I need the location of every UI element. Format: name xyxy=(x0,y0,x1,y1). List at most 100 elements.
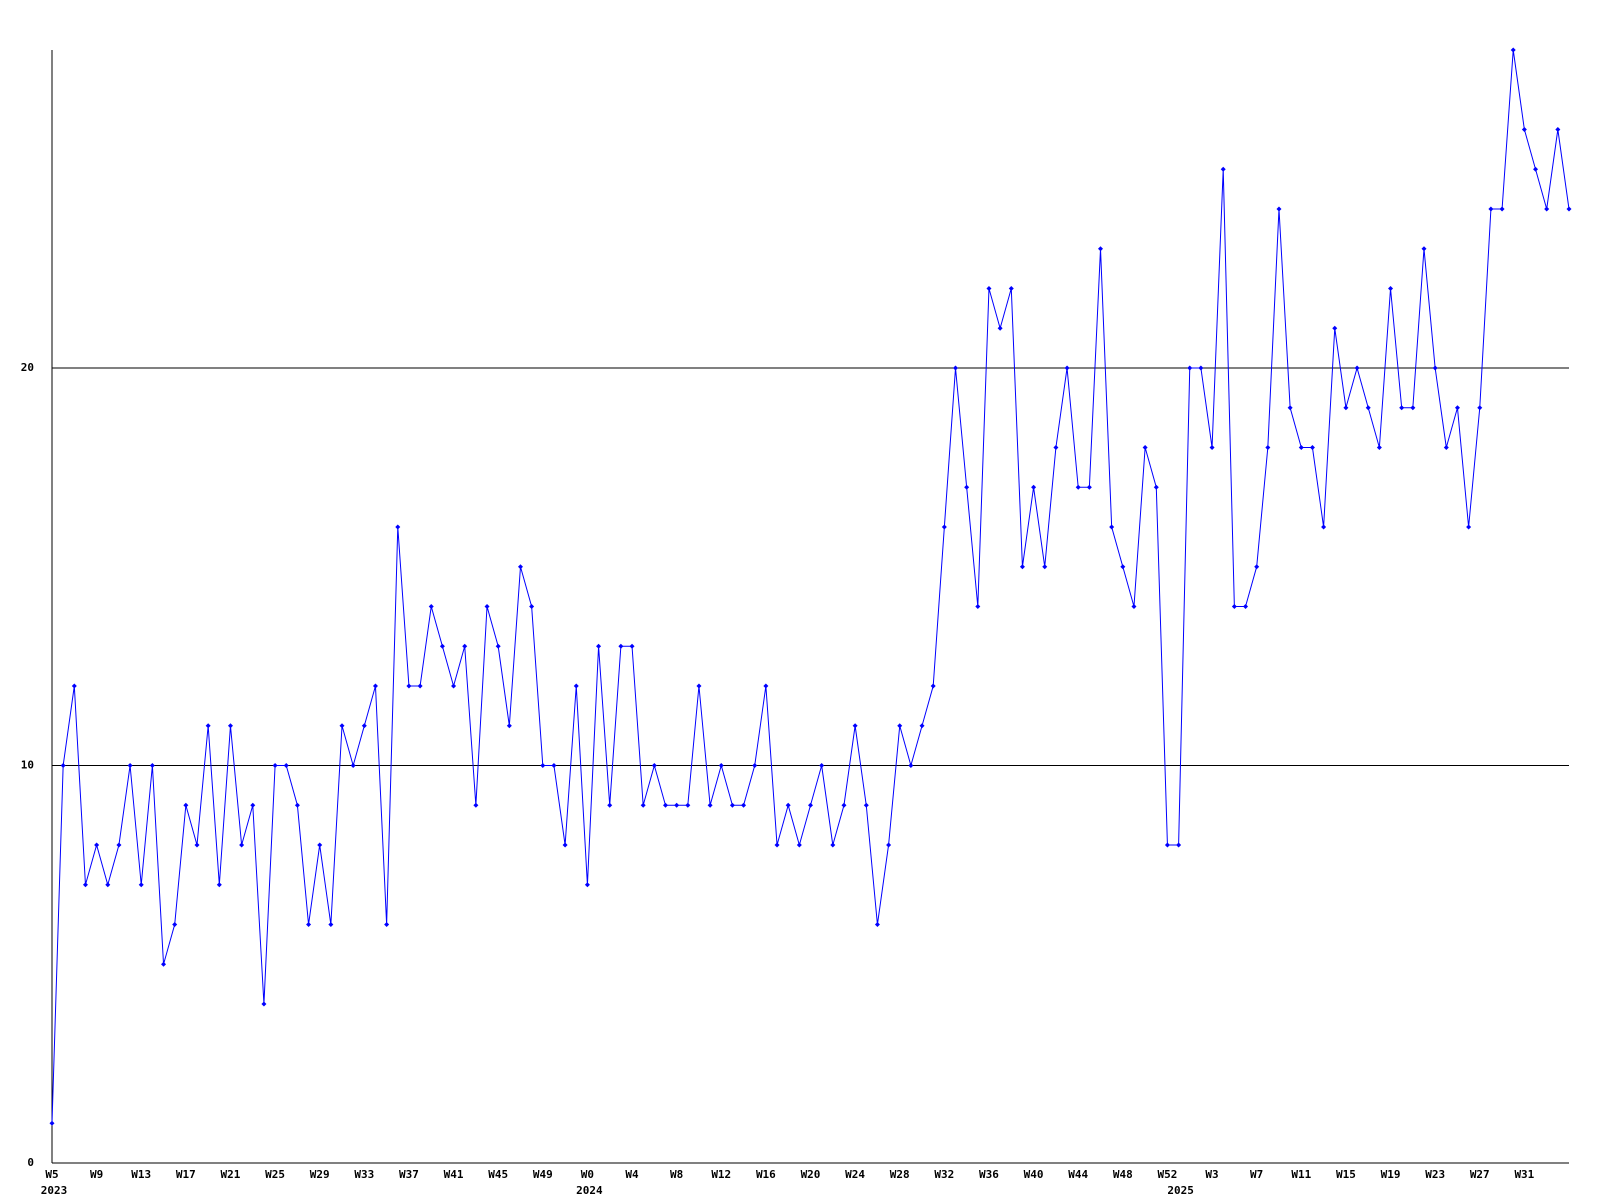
point xyxy=(417,683,423,689)
point xyxy=(1354,365,1360,371)
point xyxy=(729,802,735,808)
point xyxy=(1008,286,1014,291)
y-tick-label: 20 xyxy=(21,361,34,374)
point xyxy=(294,802,300,808)
point xyxy=(618,643,624,649)
x-tick-label: W40 xyxy=(1024,1168,1044,1181)
point xyxy=(462,643,468,649)
x-tick-label: W17 xyxy=(176,1168,196,1181)
point xyxy=(161,961,167,967)
y-tick-label: 0 xyxy=(27,1156,34,1169)
point xyxy=(127,763,133,768)
x-tick-label: W23 xyxy=(1425,1168,1445,1181)
point xyxy=(261,1001,267,1007)
x-tick-label: W52 xyxy=(1158,1168,1178,1181)
point xyxy=(1153,484,1159,490)
x-tick-label: W36 xyxy=(979,1168,999,1181)
point xyxy=(919,723,925,729)
point xyxy=(1466,524,1472,530)
x-tick-label: W21 xyxy=(221,1168,241,1181)
point xyxy=(1265,445,1271,450)
point xyxy=(1243,604,1249,609)
x-tick-label: W0 xyxy=(581,1168,594,1181)
point xyxy=(306,922,312,927)
x-tick-label: W5 xyxy=(45,1168,58,1181)
point xyxy=(495,643,501,649)
point xyxy=(763,683,769,689)
point xyxy=(1376,445,1382,450)
x-tick-label: W24 xyxy=(845,1168,865,1181)
x-tick-label: W48 xyxy=(1113,1168,1133,1181)
x-year-label: 2023 xyxy=(41,1184,68,1197)
point xyxy=(82,882,88,888)
point xyxy=(105,882,111,888)
x-tick-label: W16 xyxy=(756,1168,776,1181)
x-tick-label: W29 xyxy=(310,1168,330,1181)
point xyxy=(808,802,813,808)
point xyxy=(361,723,367,729)
point xyxy=(1499,206,1505,212)
point xyxy=(640,802,646,808)
point xyxy=(1254,564,1260,570)
point xyxy=(1042,564,1048,570)
point xyxy=(1142,445,1148,450)
x-tick-label: W3 xyxy=(1205,1168,1218,1181)
point xyxy=(1198,365,1204,371)
point xyxy=(1343,405,1349,411)
point xyxy=(941,524,947,530)
x-tick-label: W37 xyxy=(399,1168,419,1181)
point xyxy=(250,802,256,808)
x-tick-label: W28 xyxy=(890,1168,910,1181)
x-tick-label: W44 xyxy=(1068,1168,1088,1181)
point xyxy=(718,763,724,768)
point xyxy=(741,802,747,808)
point xyxy=(1298,445,1304,450)
point xyxy=(1566,206,1572,212)
point xyxy=(1231,604,1237,609)
point xyxy=(1098,246,1104,252)
point xyxy=(819,763,825,768)
x-tick-label: W31 xyxy=(1514,1168,1534,1181)
point xyxy=(94,842,100,848)
point xyxy=(328,922,334,927)
point xyxy=(596,643,602,649)
point xyxy=(1521,127,1527,132)
point xyxy=(1031,484,1037,490)
point xyxy=(752,763,758,768)
point xyxy=(506,723,512,729)
point xyxy=(707,802,713,808)
point xyxy=(473,802,479,808)
point xyxy=(1287,405,1293,411)
point xyxy=(841,802,847,808)
x-tick-label: W11 xyxy=(1291,1168,1311,1181)
point xyxy=(384,922,390,927)
line xyxy=(51,49,1570,1124)
point xyxy=(629,643,635,649)
point xyxy=(785,802,791,808)
x-tick-label: W15 xyxy=(1336,1168,1356,1181)
point xyxy=(975,604,981,609)
point xyxy=(1454,405,1460,411)
x-tick-label: W49 xyxy=(533,1168,553,1181)
point xyxy=(484,604,490,609)
point xyxy=(1109,524,1115,530)
point xyxy=(863,802,869,808)
point xyxy=(1131,604,1137,609)
point xyxy=(1321,524,1327,530)
point xyxy=(1388,286,1394,291)
point xyxy=(1075,484,1081,490)
x-tick-label: W33 xyxy=(354,1168,374,1181)
x-tick-label: W8 xyxy=(670,1168,683,1181)
x-year-label: 2024 xyxy=(576,1184,603,1197)
point xyxy=(540,763,546,768)
point xyxy=(1421,246,1427,252)
point xyxy=(986,286,992,291)
point xyxy=(395,524,401,530)
point xyxy=(1309,445,1315,450)
point xyxy=(1276,206,1282,212)
point xyxy=(317,842,323,848)
point xyxy=(272,763,278,768)
point xyxy=(350,763,356,768)
point xyxy=(1488,206,1494,212)
x-tick-label: W13 xyxy=(131,1168,151,1181)
